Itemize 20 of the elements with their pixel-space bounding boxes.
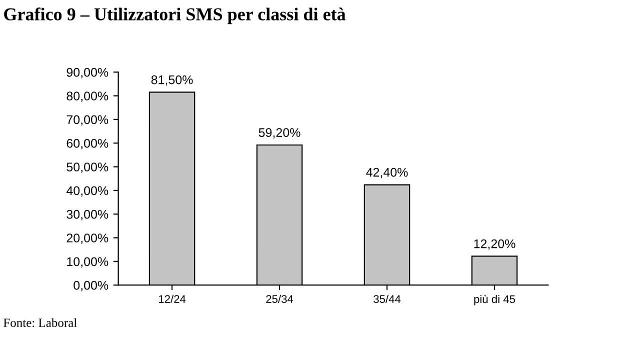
data-label: 42,40% xyxy=(366,168,408,178)
x-tick-label: 12/24 xyxy=(158,294,186,303)
y-tick-label: 30,00% xyxy=(66,210,108,220)
y-tick-label: 70,00% xyxy=(66,115,108,126)
x-tick-label: 25/34 xyxy=(266,294,294,303)
y-tick-label: 0,00% xyxy=(74,280,108,292)
data-label: 81,50% xyxy=(151,75,193,86)
y-tick-label: 60,00% xyxy=(66,138,108,150)
y-tick-label: 10,00% xyxy=(67,257,108,268)
chart-title: Grafico 9 – Utilizzatori SMS per classi di età xyxy=(4,8,346,24)
data-label: 59,20% xyxy=(258,128,300,138)
y-tick-label: 80,00% xyxy=(66,92,108,102)
x-tick-label: 35/44 xyxy=(374,294,401,303)
y-tick-label: 50,00% xyxy=(66,162,108,173)
y-tick-label: 90,00% xyxy=(66,68,108,78)
x-tick-label: più di 45 xyxy=(474,294,516,306)
data-label: 12,20% xyxy=(474,239,516,250)
source-note: Fonte: Laboral xyxy=(4,318,77,328)
y-tick-label: 40,00% xyxy=(66,186,108,197)
y-tick-label: 20,00% xyxy=(66,234,108,244)
